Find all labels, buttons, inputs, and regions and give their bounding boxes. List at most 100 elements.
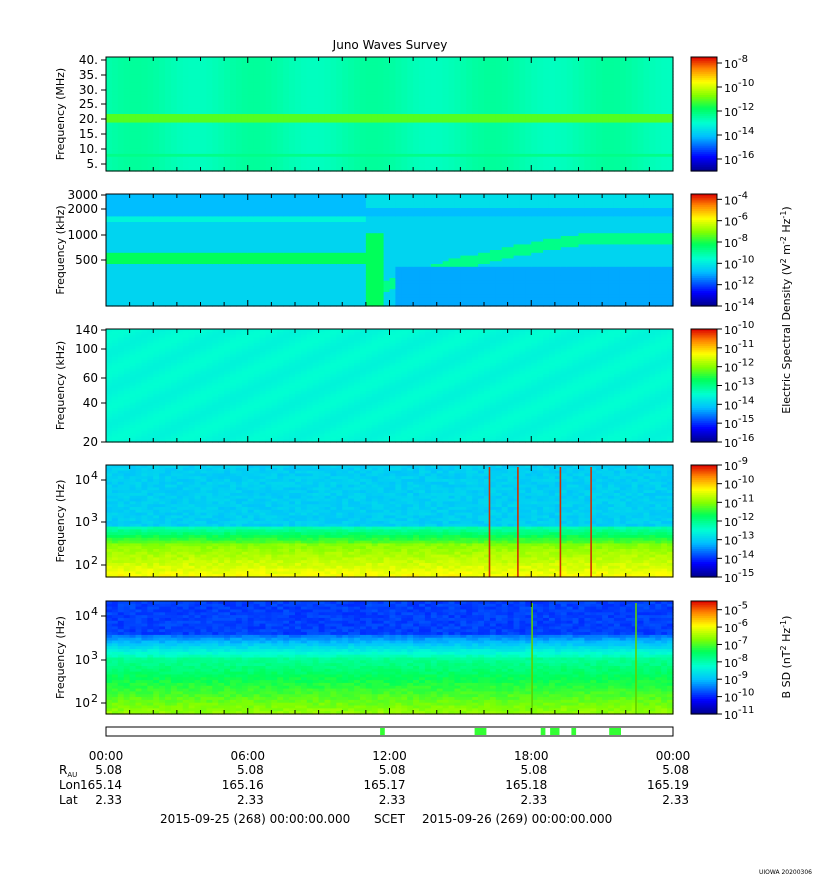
spectrogram-cell — [277, 59, 284, 64]
spectrogram-cell — [159, 57, 166, 61]
y-tick-label: 35. — [79, 68, 98, 82]
spectrogram-cell — [106, 108, 113, 112]
spectrogram-cell — [300, 57, 308, 61]
spectrogram-cell — [176, 99, 184, 104]
spectrogram-cell — [241, 153, 249, 158]
spectrogram-cell — [106, 142, 113, 146]
spectrogram-cell — [283, 156, 290, 161]
spectrogram-cell — [300, 65, 308, 69]
spectrogram-cell — [300, 62, 308, 67]
spectrogram-cell — [295, 91, 302, 95]
spectrogram-cell — [342, 108, 349, 112]
spectrogram-cell — [265, 148, 272, 152]
spectrogram-cell — [230, 85, 237, 89]
spectrogram-cell — [259, 162, 267, 166]
spectrogram-cell — [129, 94, 137, 98]
spectrogram-cell — [141, 79, 148, 84]
spectrogram-cell — [224, 59, 231, 64]
spectrogram-cell — [153, 79, 160, 84]
spectrogram-cell — [182, 82, 190, 87]
spectrogram-cell — [271, 74, 278, 78]
spectrogram-cell — [259, 165, 267, 169]
spectrogram-cell — [259, 99, 267, 104]
spectrogram-cell — [312, 94, 320, 98]
spectrogram-cell — [117, 105, 125, 109]
spectrogram-cell — [235, 88, 243, 92]
spectrogram-cell — [147, 68, 154, 72]
spectrogram-cell — [300, 142, 308, 146]
spectrogram-cell — [129, 76, 137, 81]
spectrogram-cell — [306, 57, 314, 61]
spectrogram-cell — [312, 128, 320, 132]
spectrogram-cell — [188, 162, 196, 166]
spectrogram-cell — [153, 65, 160, 69]
spectrogram-cell — [289, 108, 296, 112]
spectrogram-cell — [111, 145, 119, 149]
spectrogram-cell — [336, 122, 343, 126]
spectrogram-cell — [247, 94, 255, 98]
spectrogram-cell — [253, 102, 261, 107]
spectrogram-cell — [182, 96, 190, 101]
spectrogram-cell — [111, 68, 119, 72]
spectrogram-cell — [283, 65, 290, 69]
spectrogram-cell — [330, 62, 337, 67]
spectrogram-cell — [306, 139, 314, 144]
spectrogram-cell — [141, 128, 148, 132]
spectrogram-cell — [224, 162, 231, 166]
spectrogram-cell — [336, 74, 343, 78]
spectrogram-cell — [153, 108, 160, 112]
spectrogram-cell — [330, 85, 337, 89]
spectrogram-cell — [312, 76, 320, 81]
spectrogram-cell — [123, 142, 131, 146]
spectrogram-cell — [289, 105, 296, 109]
spectrogram-cell — [295, 99, 302, 104]
spectrogram-cell — [165, 114, 172, 118]
spectrogram-cell — [206, 116, 213, 121]
spectrogram-cell — [259, 168, 267, 172]
spectrogram-cell — [135, 59, 143, 64]
spectrogram-cell — [111, 168, 119, 172]
spectrogram-cell — [165, 151, 172, 155]
spectrogram-cell — [336, 125, 343, 129]
spectrogram-cell — [289, 139, 296, 144]
spectrogram-cell — [153, 102, 160, 107]
spectrogram-cell — [283, 114, 290, 118]
spectrogram-cell — [129, 59, 137, 64]
spectrogram-cell — [330, 145, 337, 149]
spectrogram-cell — [241, 139, 249, 144]
spectrogram-cell — [129, 88, 137, 92]
spectrogram-cell — [265, 142, 272, 146]
spectrogram-cell — [306, 119, 314, 124]
spectrogram-cell — [283, 102, 290, 107]
spectrogram-cell — [224, 102, 231, 107]
spectrogram-cell — [141, 99, 148, 104]
spectrogram-cell — [265, 159, 272, 164]
spectrogram-cell — [253, 128, 261, 132]
spectrogram-cell — [106, 105, 113, 109]
spectrogram-cell — [111, 65, 119, 69]
spectrogram-cell — [111, 159, 119, 164]
spectrogram-cell — [194, 76, 202, 81]
spectrogram-cell — [324, 125, 332, 129]
spectrogram-cell — [265, 165, 272, 169]
spectrogram-cell — [312, 142, 320, 146]
spectrogram-cell — [188, 59, 196, 64]
spectrogram-cell — [212, 85, 219, 89]
spectrogram-cell — [277, 111, 284, 115]
spectrogram-cell — [324, 76, 332, 81]
spectrogram-cell — [312, 116, 320, 121]
spectrogram-cell — [259, 148, 267, 152]
spectrogram-cell — [200, 116, 208, 121]
spectrogram-cell — [318, 111, 326, 115]
spectrogram-cell — [224, 88, 231, 92]
spectrogram-cell — [224, 133, 231, 138]
spectrogram-cell — [277, 68, 284, 72]
spectrogram-cell — [123, 128, 131, 132]
spectrogram-cell — [336, 136, 343, 141]
spectrogram-cell — [159, 148, 166, 152]
spectrogram-cell — [218, 122, 225, 126]
spectrogram-cell — [111, 57, 119, 61]
spectrogram-cell — [318, 151, 326, 155]
spectrogram-cell — [106, 133, 113, 138]
spectrogram-cell — [247, 119, 255, 124]
